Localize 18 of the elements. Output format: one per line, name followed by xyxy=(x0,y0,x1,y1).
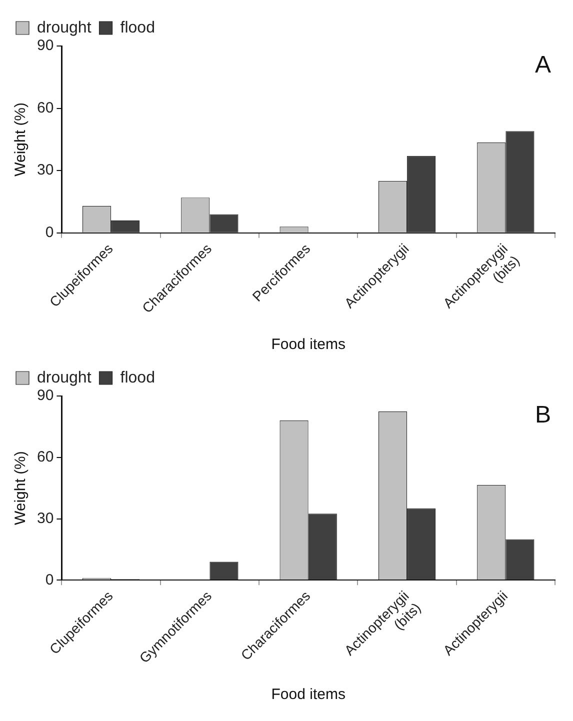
y-tick-label: 90 xyxy=(36,387,54,404)
legend-label: flood xyxy=(120,369,155,386)
y-tick-label: 30 xyxy=(36,162,54,179)
y-axis-title: Weight (%) xyxy=(12,102,30,176)
x-axis-title: Food items xyxy=(271,686,346,704)
y-tick-label: 0 xyxy=(45,571,54,588)
legend-label: flood xyxy=(120,19,155,36)
annotation: A xyxy=(534,52,551,79)
y-tick-label: 60 xyxy=(36,99,54,116)
y-axis-title: Weight (%) xyxy=(12,451,30,526)
legend-label: drought xyxy=(37,369,92,386)
legend-label: drought xyxy=(37,19,92,36)
y-tick-label: 30 xyxy=(36,510,54,527)
annotation: B xyxy=(534,402,551,429)
y-tick-label: 90 xyxy=(36,37,54,54)
x-axis-title: Food items xyxy=(271,336,346,354)
y-tick-label: 60 xyxy=(36,448,54,466)
y-tick-label: 0 xyxy=(45,224,54,242)
